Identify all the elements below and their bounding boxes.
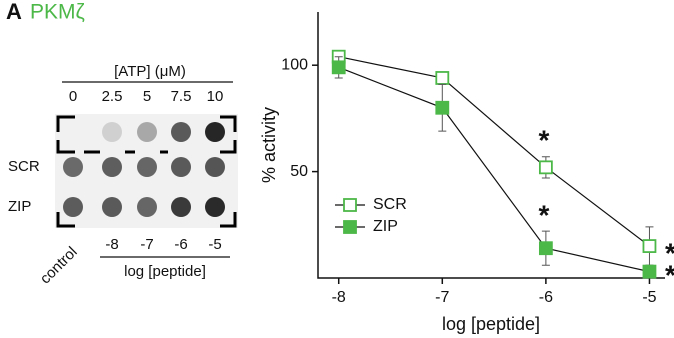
series-line xyxy=(339,67,650,271)
atp-label: 2.5 xyxy=(102,88,123,105)
annotation: * xyxy=(539,124,550,155)
x-tick-label: -8 xyxy=(332,289,346,306)
y-axis-label: % activity xyxy=(259,107,279,183)
blot-dot xyxy=(137,157,157,177)
legend-label: ZIP xyxy=(373,218,398,235)
panel-label: A xyxy=(6,0,22,24)
control-label: control xyxy=(37,244,81,288)
marker xyxy=(333,61,345,73)
x-tick-label: -7 xyxy=(435,289,449,306)
axis xyxy=(318,12,665,278)
peptide-label: -7 xyxy=(140,236,153,253)
y-tick-label: 100 xyxy=(281,56,308,73)
blot-dot xyxy=(137,197,157,217)
peptide-label: -5 xyxy=(208,236,221,253)
blot-row-label: ZIP xyxy=(8,198,31,215)
legend-marker xyxy=(344,199,356,211)
blot-dot xyxy=(171,197,191,217)
marker xyxy=(540,161,552,173)
atp-label: 10 xyxy=(207,88,224,105)
atp-label: 7.5 xyxy=(171,88,192,105)
blot-dot xyxy=(171,157,191,177)
blot-header: [ATP] (μM) xyxy=(114,63,186,80)
legend-marker xyxy=(344,221,356,233)
legend-label: SCR xyxy=(373,196,407,213)
x-tick-label: -6 xyxy=(539,289,553,306)
marker xyxy=(643,266,655,278)
marker xyxy=(643,240,655,252)
blot-dot xyxy=(63,157,83,177)
marker xyxy=(540,242,552,254)
blot-dot xyxy=(205,197,225,217)
annotation: * xyxy=(665,259,674,290)
blot-dot xyxy=(63,197,83,217)
atp-label: 5 xyxy=(143,88,151,105)
annotation: * xyxy=(539,199,550,230)
y-tick-label: 50 xyxy=(290,163,308,180)
panel-title: PKMζ xyxy=(30,1,85,24)
blot-dot xyxy=(102,197,122,217)
peptide-label: -8 xyxy=(105,236,118,253)
atp-label: 0 xyxy=(69,88,77,105)
marker xyxy=(436,102,448,114)
blot-dot xyxy=(205,122,225,142)
blot-row-label: SCR xyxy=(8,158,40,175)
blot-dot xyxy=(205,157,225,177)
page: { "panel_label": "A", "panel_title": "PK… xyxy=(0,0,674,338)
blot-dot xyxy=(102,157,122,177)
x-axis-label: log [peptide] xyxy=(442,314,540,334)
figure: A PKMζ [ATP] (μM) SCR ZIP control log [p… xyxy=(0,0,674,338)
blot-dot xyxy=(137,122,157,142)
peptide-axis-label: log [peptide] xyxy=(124,263,206,280)
marker xyxy=(436,72,448,84)
blot-dot xyxy=(102,122,122,142)
blot-dot xyxy=(171,122,191,142)
x-tick-label: -5 xyxy=(642,289,656,306)
peptide-label: -6 xyxy=(174,236,187,253)
